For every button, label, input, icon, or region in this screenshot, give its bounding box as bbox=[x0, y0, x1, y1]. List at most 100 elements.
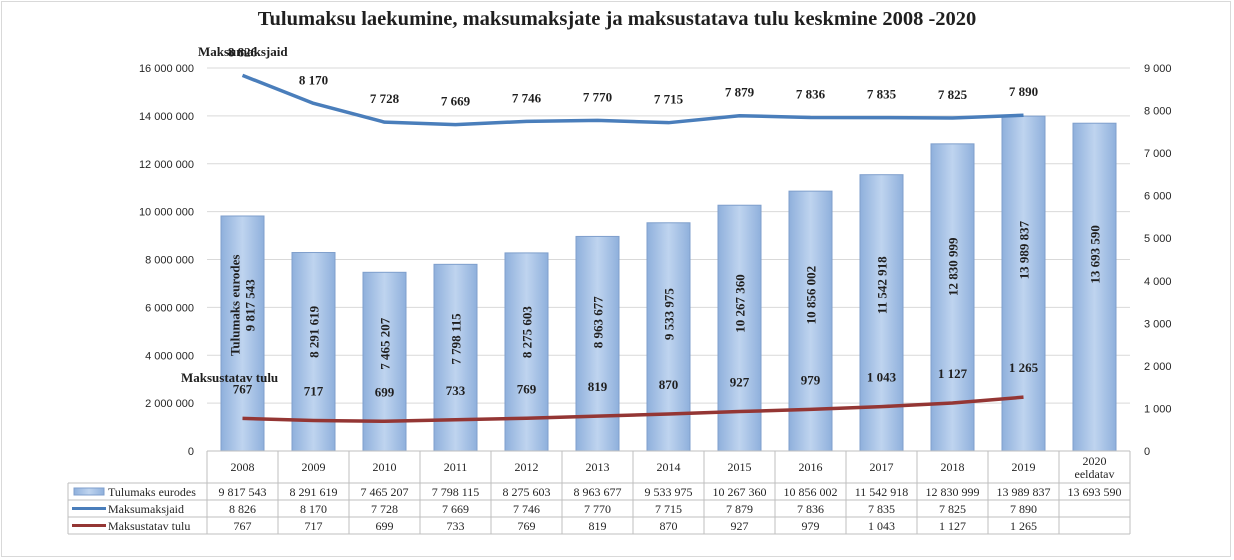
table-cell: 9 817 543 bbox=[219, 485, 267, 499]
bar-value-label: 8 275 603 bbox=[520, 306, 535, 359]
legend-entry: Maksumaksjaid bbox=[108, 502, 184, 516]
y-right-tick-label: 1 000 bbox=[1144, 403, 1172, 415]
bar-value-label: 8 963 677 bbox=[591, 296, 606, 349]
y-right-tick-label: 3 000 bbox=[1144, 318, 1172, 330]
table-cell: 8 826 bbox=[229, 502, 256, 516]
bar-series-label: Tulumaks eurodes bbox=[228, 255, 243, 357]
y-right-tick-label: 9 000 bbox=[1144, 63, 1172, 75]
table-cell: 7 825 bbox=[939, 502, 966, 516]
line-value-label: 7 770 bbox=[583, 89, 612, 104]
line-value-label: 7 669 bbox=[441, 94, 471, 109]
y-right-tick-label: 0 bbox=[1144, 446, 1150, 458]
chart-title: Tulumaksu laekumine, maksumaksjate ja ma… bbox=[257, 8, 977, 30]
line-value-label: 7 746 bbox=[512, 90, 542, 105]
table-cell: 10 856 002 bbox=[784, 485, 838, 499]
table-cell: 1 265 bbox=[1010, 519, 1037, 533]
table-cell: 13 989 837 bbox=[997, 485, 1051, 499]
x-category-label: 2019 bbox=[1012, 460, 1036, 474]
line-value-label: 819 bbox=[588, 379, 608, 394]
x-category-label: 2009 bbox=[302, 460, 326, 474]
table-cell: 10 267 360 bbox=[713, 485, 767, 499]
y-left-tick-label: 12 000 000 bbox=[139, 159, 194, 171]
line-value-label: 870 bbox=[659, 377, 679, 392]
line-value-label: 8 170 bbox=[299, 72, 328, 87]
legend-entry: Tulumaks eurodes bbox=[108, 485, 196, 499]
table-cell: 979 bbox=[802, 519, 820, 533]
bar bbox=[930, 143, 975, 452]
table-cell: 7 836 bbox=[797, 502, 824, 516]
table-cell: 7 715 bbox=[655, 502, 682, 516]
table-cell: 1 127 bbox=[939, 519, 966, 533]
line-value-label: 7 836 bbox=[796, 87, 826, 102]
bar-value-label: 10 267 360 bbox=[733, 274, 748, 333]
bar bbox=[1001, 115, 1046, 452]
table-cell: 7 465 207 bbox=[361, 485, 409, 499]
table-cell: 717 bbox=[305, 519, 323, 533]
line-value-label: 7 890 bbox=[1009, 84, 1038, 99]
x-category-label: 2011 bbox=[444, 460, 468, 474]
bar bbox=[1072, 122, 1117, 452]
series-line-maksumaksjaid bbox=[241, 73, 1024, 127]
x-category-label: 2015 bbox=[728, 460, 752, 474]
bar-value-label: 8 291 619 bbox=[307, 305, 322, 358]
line-value-label: 769 bbox=[517, 381, 537, 396]
bar-value-label: 7 465 207 bbox=[378, 317, 393, 370]
table-cell: 699 bbox=[376, 519, 394, 533]
bar-value-label: 7 798 115 bbox=[449, 313, 464, 365]
legend-entry: Maksustatav tulu bbox=[108, 519, 190, 533]
legend-key-bar bbox=[73, 487, 105, 496]
table-cell: 767 bbox=[234, 519, 252, 533]
table-cell: 733 bbox=[447, 519, 465, 533]
bar-value-label: 9 817 543 bbox=[243, 279, 258, 332]
table-cell: 8 963 677 bbox=[574, 485, 622, 499]
line-value-label: 7 825 bbox=[938, 87, 968, 102]
y-left-tick-label: 16 000 000 bbox=[139, 63, 194, 75]
line-value-label: 1 043 bbox=[867, 370, 897, 385]
y-right-tick-label: 8 000 bbox=[1144, 106, 1172, 118]
table-cell: 7 770 bbox=[584, 502, 611, 516]
table-cell: 8 275 603 bbox=[503, 485, 551, 499]
table-cell: 9 533 975 bbox=[645, 485, 693, 499]
y-right-tick-label: 5 000 bbox=[1144, 233, 1172, 245]
y-left-tick-label: 14 000 000 bbox=[139, 111, 194, 123]
table-cell: 7 835 bbox=[868, 502, 895, 516]
table-cell: 8 170 bbox=[300, 502, 327, 516]
table-cell: 819 bbox=[589, 519, 607, 533]
table-cell: 12 830 999 bbox=[926, 485, 980, 499]
table-cell: 1 043 bbox=[868, 519, 895, 533]
table-cell: 769 bbox=[518, 519, 536, 533]
x-category-label: 2018 bbox=[941, 460, 965, 474]
line-value-label: 7 728 bbox=[370, 91, 400, 106]
line-value-label: 1 127 bbox=[938, 366, 968, 381]
y-left-tick-label: 10 000 000 bbox=[139, 207, 194, 219]
series-line-maksustatav-tulu bbox=[242, 395, 1024, 424]
bar-value-label: 13 693 590 bbox=[1088, 225, 1103, 283]
line-value-label: 7 715 bbox=[654, 92, 684, 107]
bar-value-label: 12 830 999 bbox=[946, 237, 961, 296]
line-value-label: 8 826 bbox=[228, 44, 258, 59]
y-right-tick-label: 2 000 bbox=[1144, 361, 1172, 373]
table-cell: 7 879 bbox=[726, 502, 753, 516]
x-category-label: 2014 bbox=[657, 460, 681, 474]
x-category-label: 2020 bbox=[1083, 454, 1107, 468]
bar bbox=[220, 215, 265, 452]
y-right-tick-label: 4 000 bbox=[1144, 276, 1172, 288]
x-category-label: eeldatav bbox=[1075, 467, 1115, 481]
bar-value-label: 13 989 837 bbox=[1017, 220, 1032, 279]
annotation-maksumaksjaid: Maksumaksjaid bbox=[198, 44, 288, 59]
y-right-tick-label: 6 000 bbox=[1144, 191, 1172, 203]
table-cell: 870 bbox=[660, 519, 678, 533]
table-cell: 7 798 115 bbox=[432, 485, 480, 499]
bar-value-label: 10 856 002 bbox=[804, 266, 819, 325]
x-category-label: 2016 bbox=[799, 460, 823, 474]
line-value-label: 733 bbox=[446, 383, 466, 398]
table-cell: 8 291 619 bbox=[290, 485, 338, 499]
line-value-label: 767 bbox=[233, 381, 253, 396]
line-value-label: 1 265 bbox=[1009, 360, 1039, 375]
x-category-label: 2010 bbox=[373, 460, 397, 474]
bar bbox=[291, 252, 336, 452]
line-value-label: 979 bbox=[801, 372, 821, 387]
x-category-label: 2008 bbox=[231, 460, 255, 474]
